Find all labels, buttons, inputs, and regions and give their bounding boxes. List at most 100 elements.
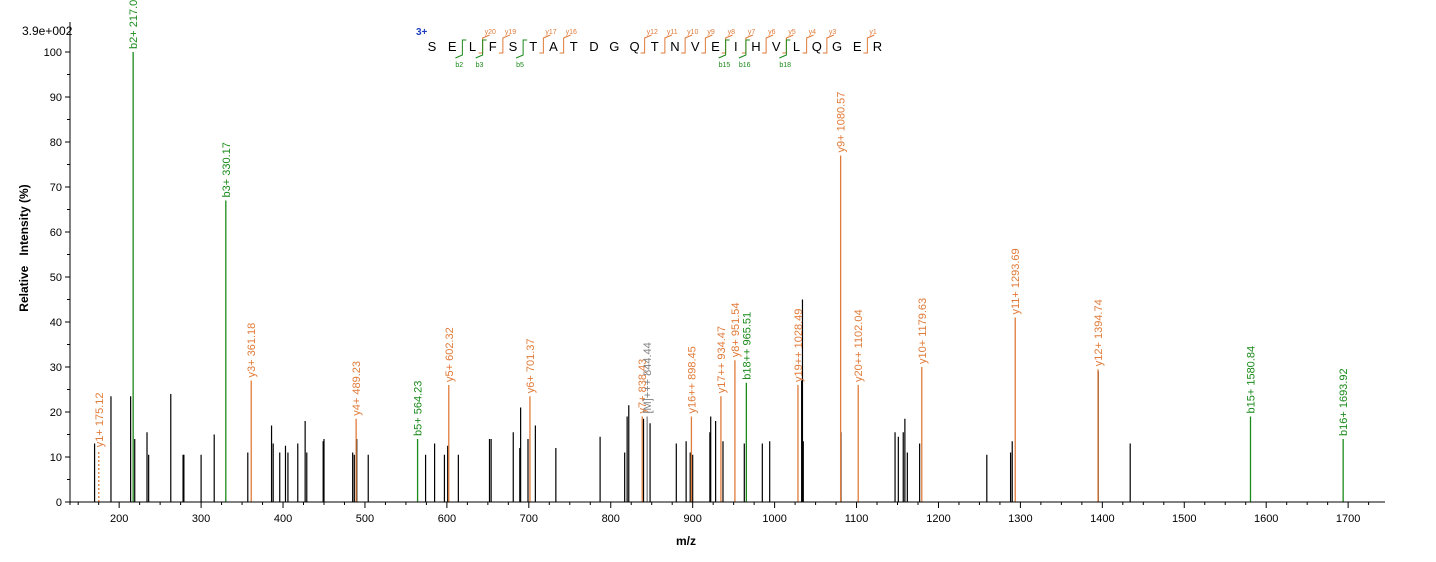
peak-label: y11+ 1293.69: [1010, 248, 1022, 314]
residue: R: [873, 39, 882, 54]
residue: T: [529, 39, 537, 54]
y-ion-label: y7: [748, 29, 756, 36]
b-ion-label: b15: [719, 62, 731, 69]
x-tick-label: 1500: [1172, 513, 1196, 525]
peak-label: b5+ 564.23: [413, 381, 425, 436]
b-ion-label: b16: [739, 62, 751, 69]
peak-labels-layer: y1+ 175.12 b2+ 217.09 b3+ 330.17 y3+ 361.18…: [94, 0, 1350, 447]
residue: S: [428, 39, 437, 54]
x-tick-label: 300: [192, 513, 210, 525]
y-tick-label: 10: [50, 452, 62, 464]
y-ion-label: y3: [829, 29, 837, 36]
y-ion-label: y11: [667, 29, 678, 36]
x-tick-label: 1600: [1254, 513, 1278, 525]
y-tick-label: 90: [50, 92, 62, 104]
b-ion-label: b18: [779, 62, 791, 69]
max-intensity-label: 3.9e+002: [22, 24, 73, 38]
peak-label: y8+ 951.54: [730, 303, 742, 358]
x-tick-label: 1200: [926, 513, 950, 525]
y-ion-bracket: [863, 34, 875, 54]
peak-label: y16++ 898.45: [686, 346, 698, 413]
residue: E: [711, 39, 720, 54]
residue: Q: [629, 39, 639, 54]
b-ion-label: b2: [455, 62, 463, 69]
y-ion-label: y9: [707, 29, 715, 36]
peak-label: y7+ 838.43: [637, 359, 649, 414]
b-ion-bracket: [779, 39, 791, 59]
residue: E: [853, 39, 862, 54]
y-axis-title: Relative Intensity (%): [17, 184, 31, 311]
y-ion-bracket: [660, 34, 673, 54]
y-ion-bracket: [701, 34, 713, 54]
y-ion-label: y12: [647, 29, 658, 36]
peaks-layer: [93, 52, 1344, 502]
y-ion-bracket: [782, 34, 794, 54]
peak-label: y12+ 1394.74: [1093, 299, 1105, 366]
x-tick-label: 1300: [1008, 513, 1032, 525]
residue: G: [609, 39, 619, 54]
x-tick-label: 500: [356, 513, 374, 525]
peak-label: y4+ 489.23: [351, 361, 363, 416]
y-ion-bracket: [640, 34, 652, 54]
x-tick-label: 600: [438, 513, 456, 525]
x-tick-label: 900: [683, 513, 701, 525]
residue: V: [772, 39, 781, 54]
y-ion-bracket: [802, 34, 814, 54]
b-ion-bracket: [738, 39, 750, 59]
y-tick-label: 40: [50, 317, 62, 329]
y-tick-label: 20: [50, 407, 62, 419]
y-tick-label: 30: [50, 362, 62, 374]
x-axis-title: m/z: [676, 534, 696, 548]
b-ion-bracket: [515, 39, 528, 59]
residue: Q: [812, 39, 822, 54]
residue: N: [670, 39, 679, 54]
y-tick-label: 70: [50, 182, 62, 194]
peak-label: b15+ 1580.84: [1246, 346, 1258, 414]
peak-label: y19++ 1028.49: [793, 309, 805, 382]
peak-label: y17++ 934.47: [716, 326, 728, 393]
residue: L: [793, 39, 800, 54]
peak-label: y9+ 1080.57: [836, 92, 848, 153]
residue: A: [549, 39, 558, 54]
b-ion-label: b3: [476, 62, 484, 69]
y-ion-bracket: [681, 34, 693, 54]
x-tick-label: 800: [602, 513, 620, 525]
residue: V: [691, 39, 700, 54]
y-ion-label: y16: [566, 29, 577, 36]
peak-label: y5+ 602.32: [444, 327, 456, 382]
y-ion-bracket: [822, 34, 835, 54]
peak-label: b18++ 965.51: [741, 312, 753, 380]
y-ion-label: y1: [869, 29, 877, 36]
b-ion-label: b5: [516, 62, 524, 69]
b-ion-bracket: [718, 39, 730, 59]
residue: D: [589, 39, 598, 54]
peak-label: b3+ 330.17: [221, 142, 233, 197]
y-tick-label: 100: [44, 47, 62, 59]
x-tick-label: 1400: [1090, 513, 1114, 525]
y-ion-label: y4: [809, 29, 817, 36]
residue: I: [734, 39, 738, 54]
y-ion-bracket: [539, 34, 551, 54]
y-ion-label: y8: [728, 29, 736, 36]
residue: H: [751, 39, 760, 54]
peak-label: y3+ 361.18: [246, 323, 258, 378]
y-tick-label: 60: [50, 227, 62, 239]
x-tick-label: 200: [110, 513, 128, 525]
axes-layer: 0 10 20 30 40 50 60 70 80 90 100 200 300 400 500 600 700…: [44, 22, 1385, 525]
b-ion-bracket: [475, 39, 487, 59]
peak-label: b16+ 1693.92: [1338, 368, 1350, 436]
y-ion-label: y20: [485, 29, 496, 36]
x-tick-label: 1700: [1336, 513, 1360, 525]
y-ion-bracket: [721, 34, 733, 54]
residue: E: [448, 39, 457, 54]
residue: L: [469, 39, 476, 54]
y-ion-bracket: [762, 34, 774, 54]
y-tick-label: 80: [50, 137, 62, 149]
y-ion-bracket: [498, 34, 511, 54]
y-ion-label: y5: [788, 29, 796, 36]
b-ion-bracket: [455, 39, 467, 59]
charge-state-label: 3+: [416, 27, 428, 38]
x-tick-label: 700: [520, 513, 538, 525]
residue: G: [832, 39, 842, 54]
